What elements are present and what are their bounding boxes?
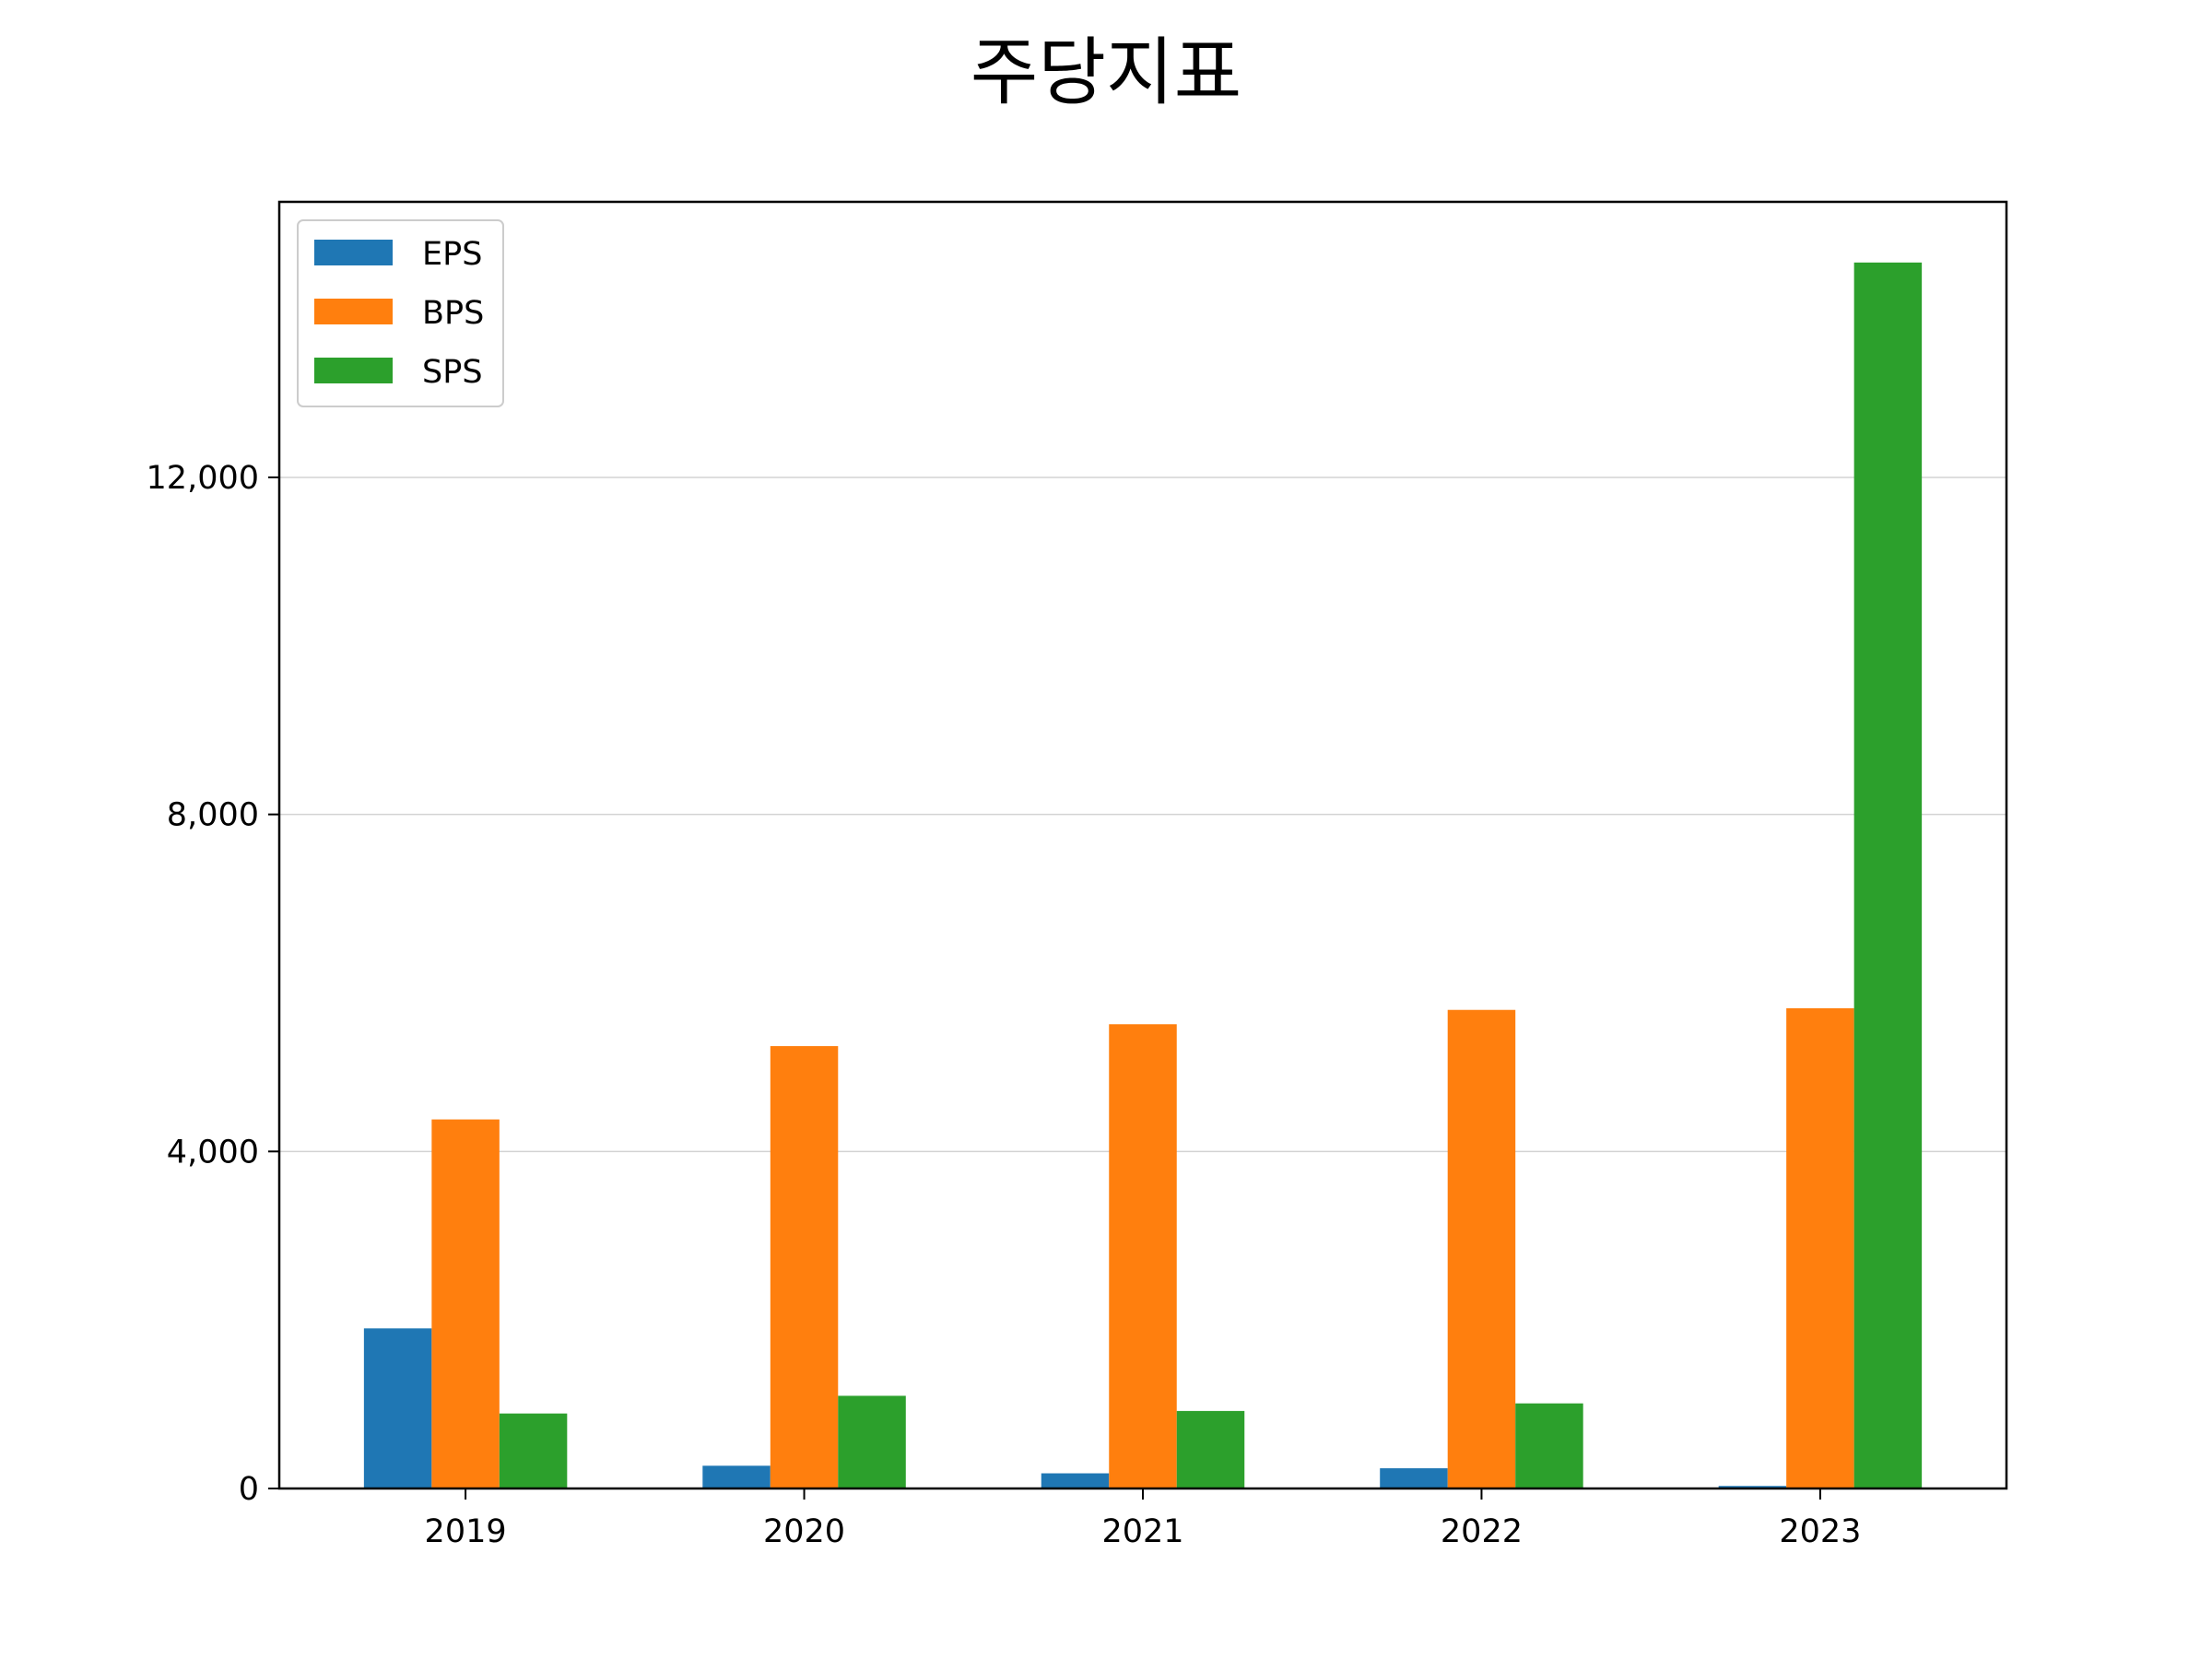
bar-bps-2020 <box>770 1046 839 1488</box>
bar-bps-2021 <box>1109 1024 1177 1488</box>
bar-eps-2021 <box>1041 1473 1110 1488</box>
bar-bps-2022 <box>1447 1009 1516 1488</box>
y-tick-label: 4,000 <box>167 1134 259 1171</box>
x-tick-label: 2019 <box>425 1513 507 1550</box>
x-tick-label: 2021 <box>1101 1513 1183 1550</box>
chart-title: 주당지표 <box>970 29 1242 115</box>
legend-label-sps: SPS <box>422 354 483 391</box>
bar-bps-2019 <box>431 1119 500 1488</box>
x-axis: 2019 2020 2021 2022 2023 <box>425 1488 1861 1550</box>
bars <box>363 262 1923 1488</box>
y-tick-label: 12,000 <box>147 460 259 497</box>
bar-sps-2020 <box>838 1395 906 1488</box>
bar-eps-2020 <box>702 1465 771 1488</box>
bar-eps-2019 <box>363 1328 432 1488</box>
bar-sps-2022 <box>1515 1403 1583 1488</box>
bar-eps-2022 <box>1380 1468 1448 1488</box>
bar-sps-2019 <box>499 1413 568 1488</box>
legend-label-eps: EPS <box>422 236 482 273</box>
legend-swatch-sps <box>314 358 393 383</box>
legend-swatch-eps <box>314 240 393 265</box>
x-tick-label: 2022 <box>1441 1513 1523 1550</box>
bar-eps-2023 <box>1718 1486 1787 1488</box>
bar-sps-2023 <box>1853 262 1923 1488</box>
legend-label-bps: BPS <box>422 295 484 332</box>
x-tick-label: 2020 <box>763 1513 845 1550</box>
bar-bps-2023 <box>1786 1007 1854 1488</box>
y-tick-label: 0 <box>239 1471 259 1508</box>
x-tick-label: 2023 <box>1779 1513 1861 1550</box>
legend: EPS BPS SPS <box>297 219 504 407</box>
y-tick-label: 8,000 <box>167 797 259 834</box>
y-axis: 0 4,000 8,000 12,000 <box>147 460 279 1508</box>
legend-swatch-bps <box>314 299 393 324</box>
bar-sps-2021 <box>1176 1410 1245 1488</box>
